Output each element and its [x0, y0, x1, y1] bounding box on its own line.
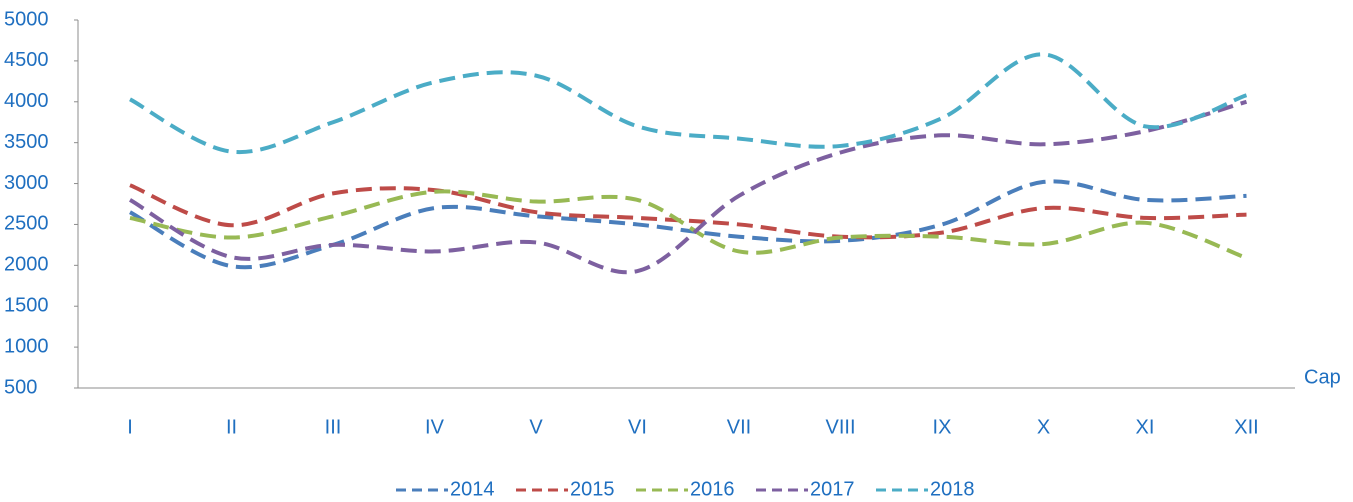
y-tick-label: 1000 [4, 335, 49, 357]
x-tick-label: IX [933, 416, 952, 438]
x-tick-label: XII [1234, 416, 1258, 438]
series-line [129, 179, 1247, 270]
x-tick-label: VII [727, 416, 751, 438]
series-line [129, 99, 1248, 275]
x-tick-label: V [529, 416, 543, 438]
x-tick-label: VI [628, 416, 647, 438]
y-tick-label: 4000 [4, 90, 49, 112]
y-tick-label: 3000 [4, 172, 49, 194]
y-tick-label: 3500 [4, 131, 49, 153]
x-tick-label: III [325, 416, 342, 438]
y-tick-label: 2000 [4, 254, 49, 276]
series-line [129, 183, 1247, 240]
y-tick-label: 4500 [4, 49, 49, 71]
y-tick-label: 1500 [4, 295, 49, 317]
y-tick-label: 2500 [4, 213, 49, 235]
x-tick-label: X [1037, 416, 1050, 438]
series-line [129, 52, 1248, 155]
x-axis-label: Cap [1304, 366, 1341, 388]
y-tick-label: 500 [4, 376, 37, 398]
x-tick-label: XI [1136, 416, 1155, 438]
series-line [129, 189, 1248, 260]
x-tick-label: II [226, 416, 237, 438]
legend-label: 2014 [450, 478, 495, 500]
legend-label: 2017 [810, 478, 855, 500]
x-tick-label: I [127, 416, 133, 438]
y-tick-label: 5000 [4, 8, 49, 30]
legend-label: 2015 [570, 478, 615, 500]
legend-label: 2016 [690, 478, 735, 500]
x-tick-label: IV [425, 416, 445, 438]
legend-label: 2018 [930, 478, 975, 500]
x-tick-label: VIII [825, 416, 855, 438]
